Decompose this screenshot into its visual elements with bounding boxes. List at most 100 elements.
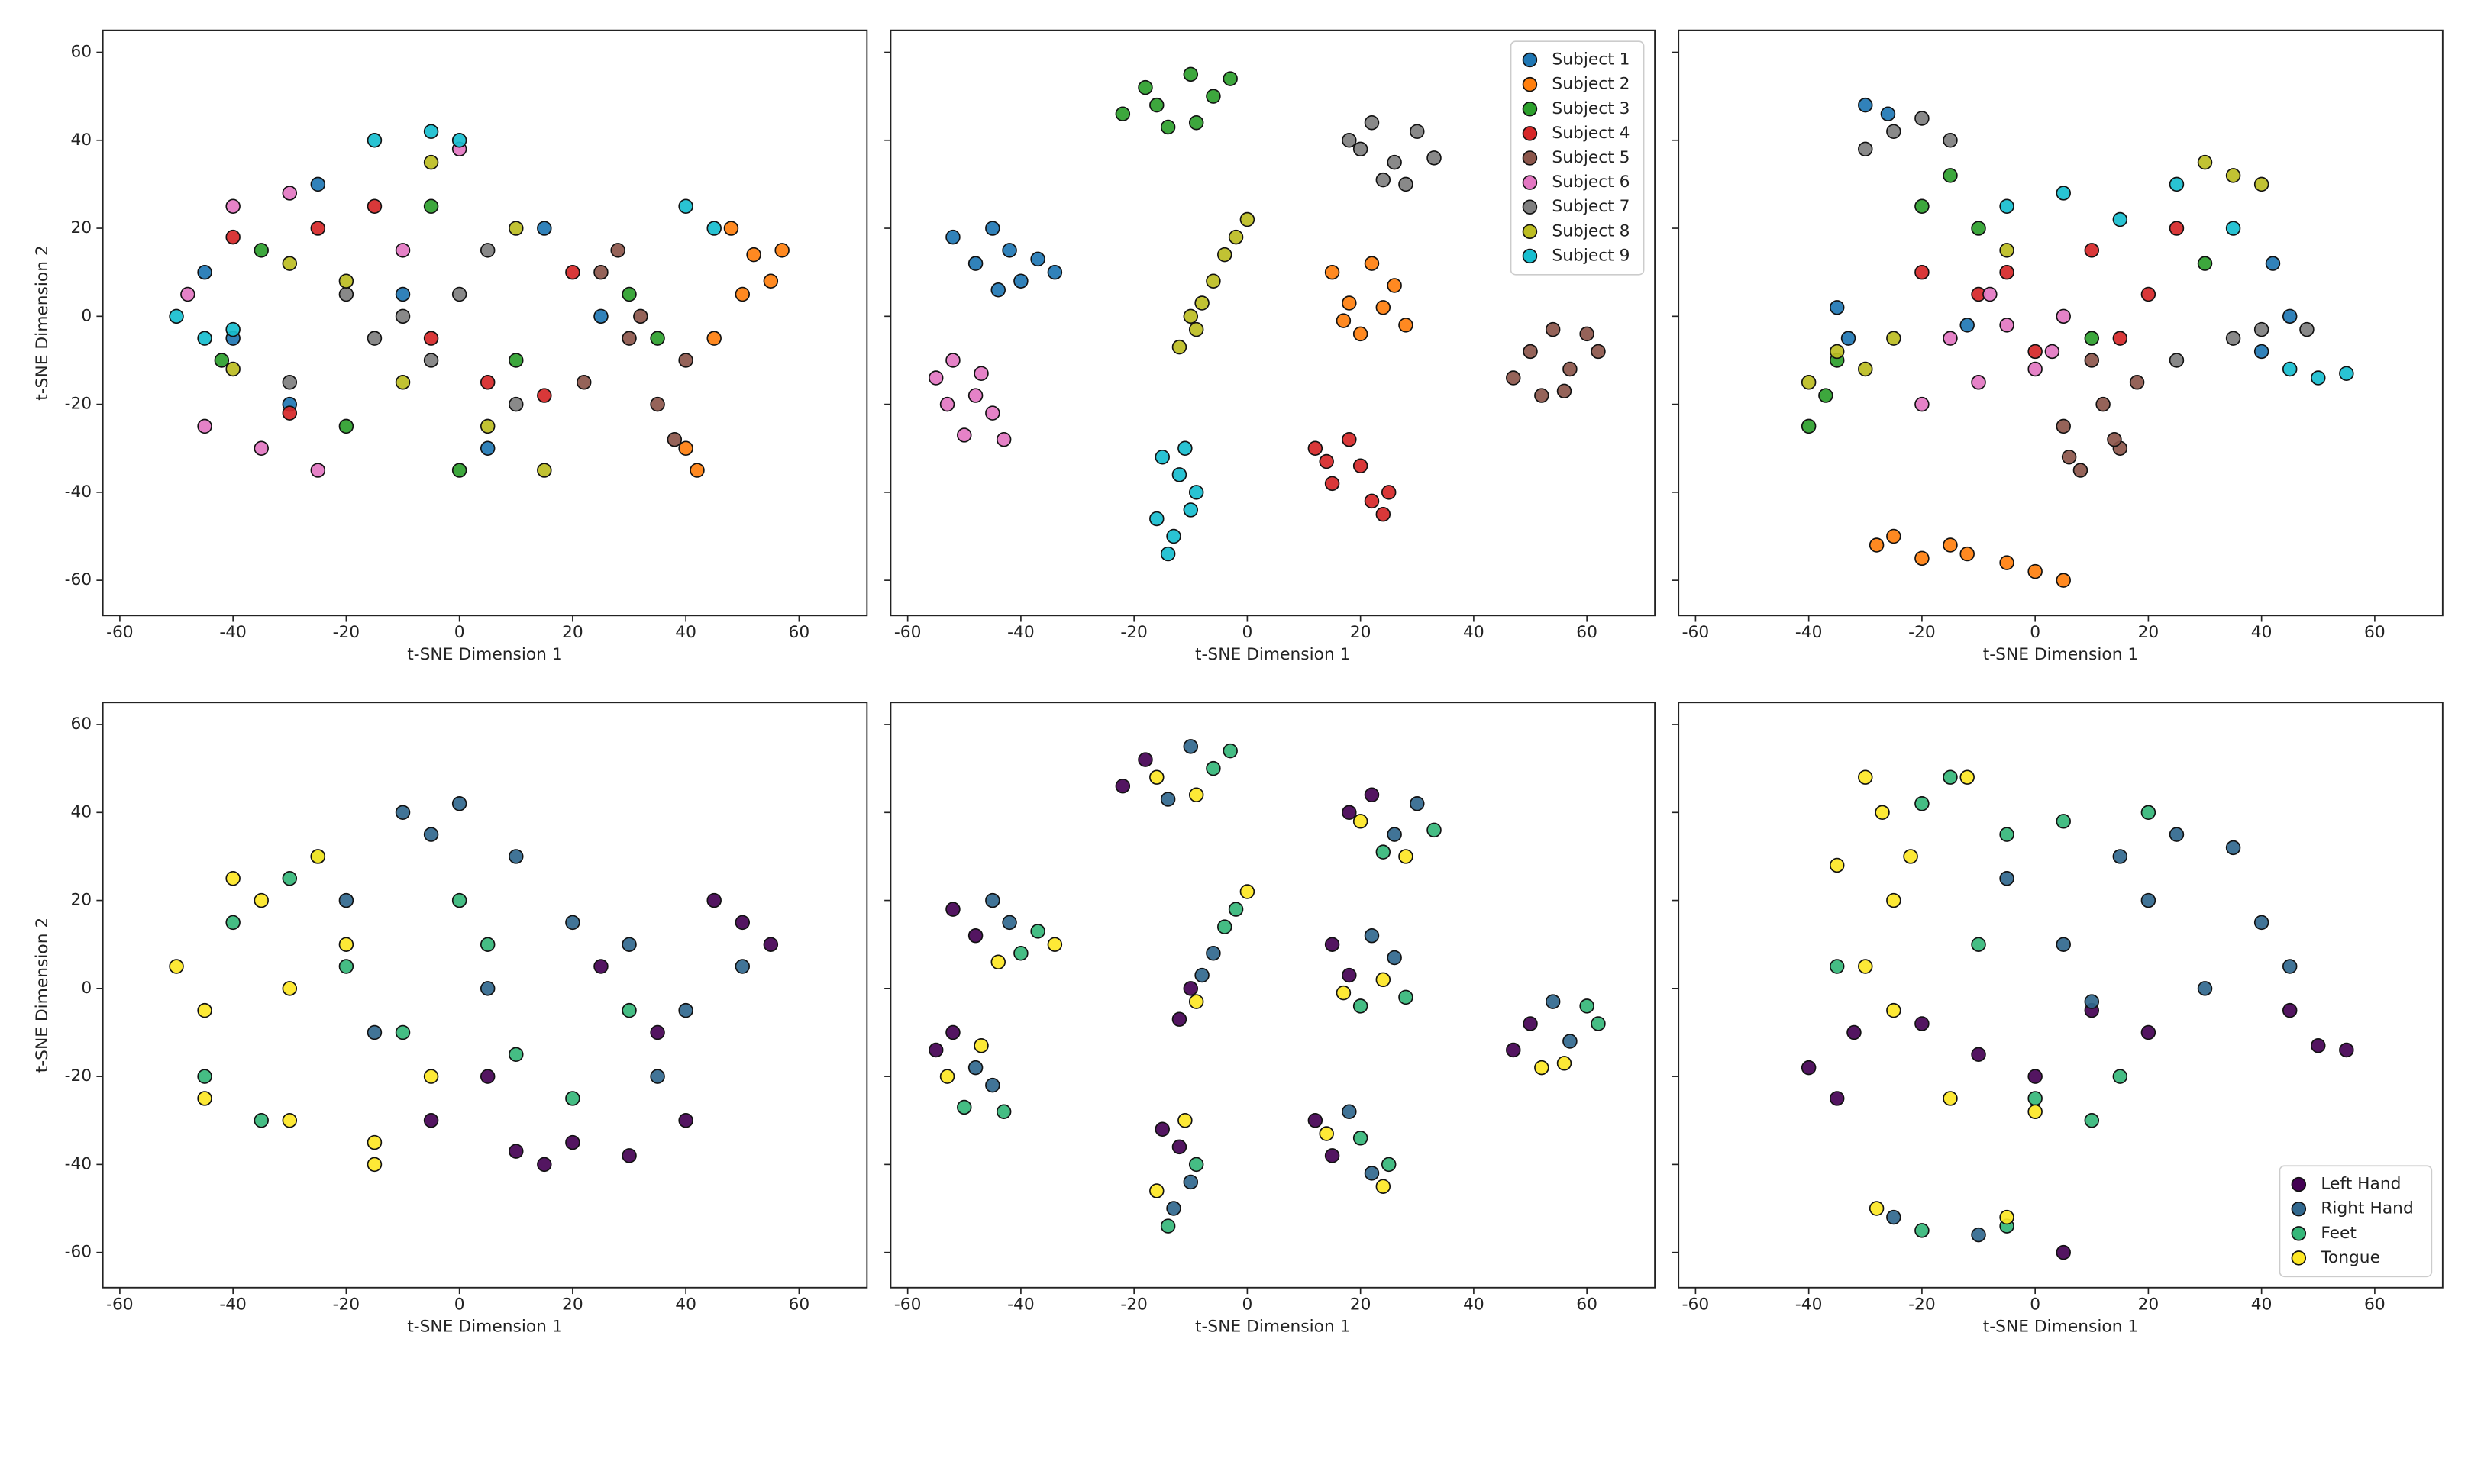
point — [678, 1113, 693, 1128]
point — [1971, 221, 1986, 236]
point — [310, 176, 326, 192]
x-tick-label: 40 — [675, 623, 696, 642]
point — [1375, 172, 1391, 188]
point — [1115, 778, 1131, 794]
point — [1971, 375, 1986, 390]
y-tick-label: 60 — [70, 43, 92, 62]
point — [706, 892, 722, 908]
point — [282, 256, 298, 271]
point — [723, 221, 739, 236]
point — [1183, 308, 1199, 324]
point — [1188, 115, 1204, 131]
point — [1307, 1113, 1323, 1128]
point — [1506, 1042, 1521, 1058]
point — [1562, 361, 1578, 377]
point — [338, 959, 354, 974]
point — [1166, 528, 1181, 544]
legend-box — [2279, 1165, 2433, 1278]
point — [2112, 331, 2128, 346]
point — [2253, 176, 2269, 192]
point — [509, 353, 524, 368]
point — [1829, 959, 1845, 974]
point — [225, 871, 241, 886]
point — [537, 221, 552, 236]
axes-frame — [1678, 29, 2444, 617]
point — [1886, 1002, 1901, 1018]
x-tick-label: -20 — [1908, 1295, 1936, 1315]
point — [2084, 331, 2100, 346]
point — [1171, 1011, 1187, 1027]
point — [1375, 844, 1391, 860]
panel: -60 -40 -20 0 20 40 60 -60 -40 -20 0 20 40 60 t-SNE Di… — [33, 702, 868, 1337]
point — [2225, 840, 2241, 856]
point — [650, 331, 665, 346]
point — [1387, 154, 1402, 170]
point — [985, 892, 1000, 908]
point — [1591, 344, 1606, 360]
point — [1166, 1201, 1181, 1216]
x-tick-label: -40 — [1007, 1295, 1035, 1315]
legend-marker — [1522, 150, 1538, 166]
point — [395, 1024, 411, 1040]
point — [480, 440, 496, 456]
point — [2056, 937, 2071, 952]
point — [622, 1002, 637, 1018]
point — [310, 463, 326, 478]
point — [509, 221, 524, 236]
point — [1914, 1223, 1930, 1238]
point — [423, 124, 439, 139]
point — [1959, 318, 1975, 333]
point — [2044, 344, 2060, 360]
legend-marker — [1522, 248, 1538, 264]
y-tick-label: 40 — [70, 802, 92, 821]
x-tick-label: 60 — [789, 1295, 810, 1315]
point — [2140, 892, 2156, 908]
point — [1364, 1166, 1380, 1181]
point — [1398, 849, 1413, 864]
point — [1171, 339, 1187, 355]
point — [1138, 79, 1153, 95]
point — [1228, 229, 1244, 245]
point — [2299, 321, 2315, 337]
point — [985, 1077, 1000, 1093]
point — [957, 1099, 972, 1115]
point — [1047, 937, 1063, 952]
point — [967, 928, 984, 944]
point — [1410, 124, 1425, 139]
point — [1364, 115, 1380, 131]
point — [1914, 550, 1930, 566]
point — [2056, 573, 2071, 588]
point — [1943, 769, 1958, 785]
point — [2253, 321, 2269, 337]
point — [197, 1002, 212, 1018]
point — [282, 871, 298, 886]
x-axis-label: t-SNE Dimension 1 — [407, 1318, 562, 1337]
point — [945, 229, 961, 245]
point — [537, 388, 552, 403]
point — [565, 1134, 580, 1150]
point — [2084, 1113, 2100, 1128]
point — [1829, 1091, 1845, 1106]
point — [254, 243, 269, 258]
point — [1239, 211, 1255, 227]
point — [1228, 902, 1244, 917]
x-tick-label: 20 — [1350, 623, 1371, 642]
point — [1840, 331, 1856, 346]
point — [1381, 1157, 1397, 1173]
x-tick-label: -20 — [333, 1295, 360, 1315]
point — [1858, 361, 1873, 377]
point — [996, 1104, 1012, 1119]
point — [1217, 247, 1232, 263]
x-tick-label: 60 — [789, 623, 810, 642]
x-tick-label: -60 — [106, 1295, 134, 1315]
point — [746, 247, 761, 263]
point — [2027, 344, 2043, 360]
x-tick-label: -40 — [219, 623, 247, 642]
point — [310, 221, 326, 236]
point — [565, 1091, 580, 1106]
point — [1336, 985, 1352, 1001]
legend-label: Subject 8 — [1552, 221, 1630, 240]
point — [2282, 308, 2298, 324]
point — [2072, 463, 2088, 478]
point — [565, 915, 580, 931]
